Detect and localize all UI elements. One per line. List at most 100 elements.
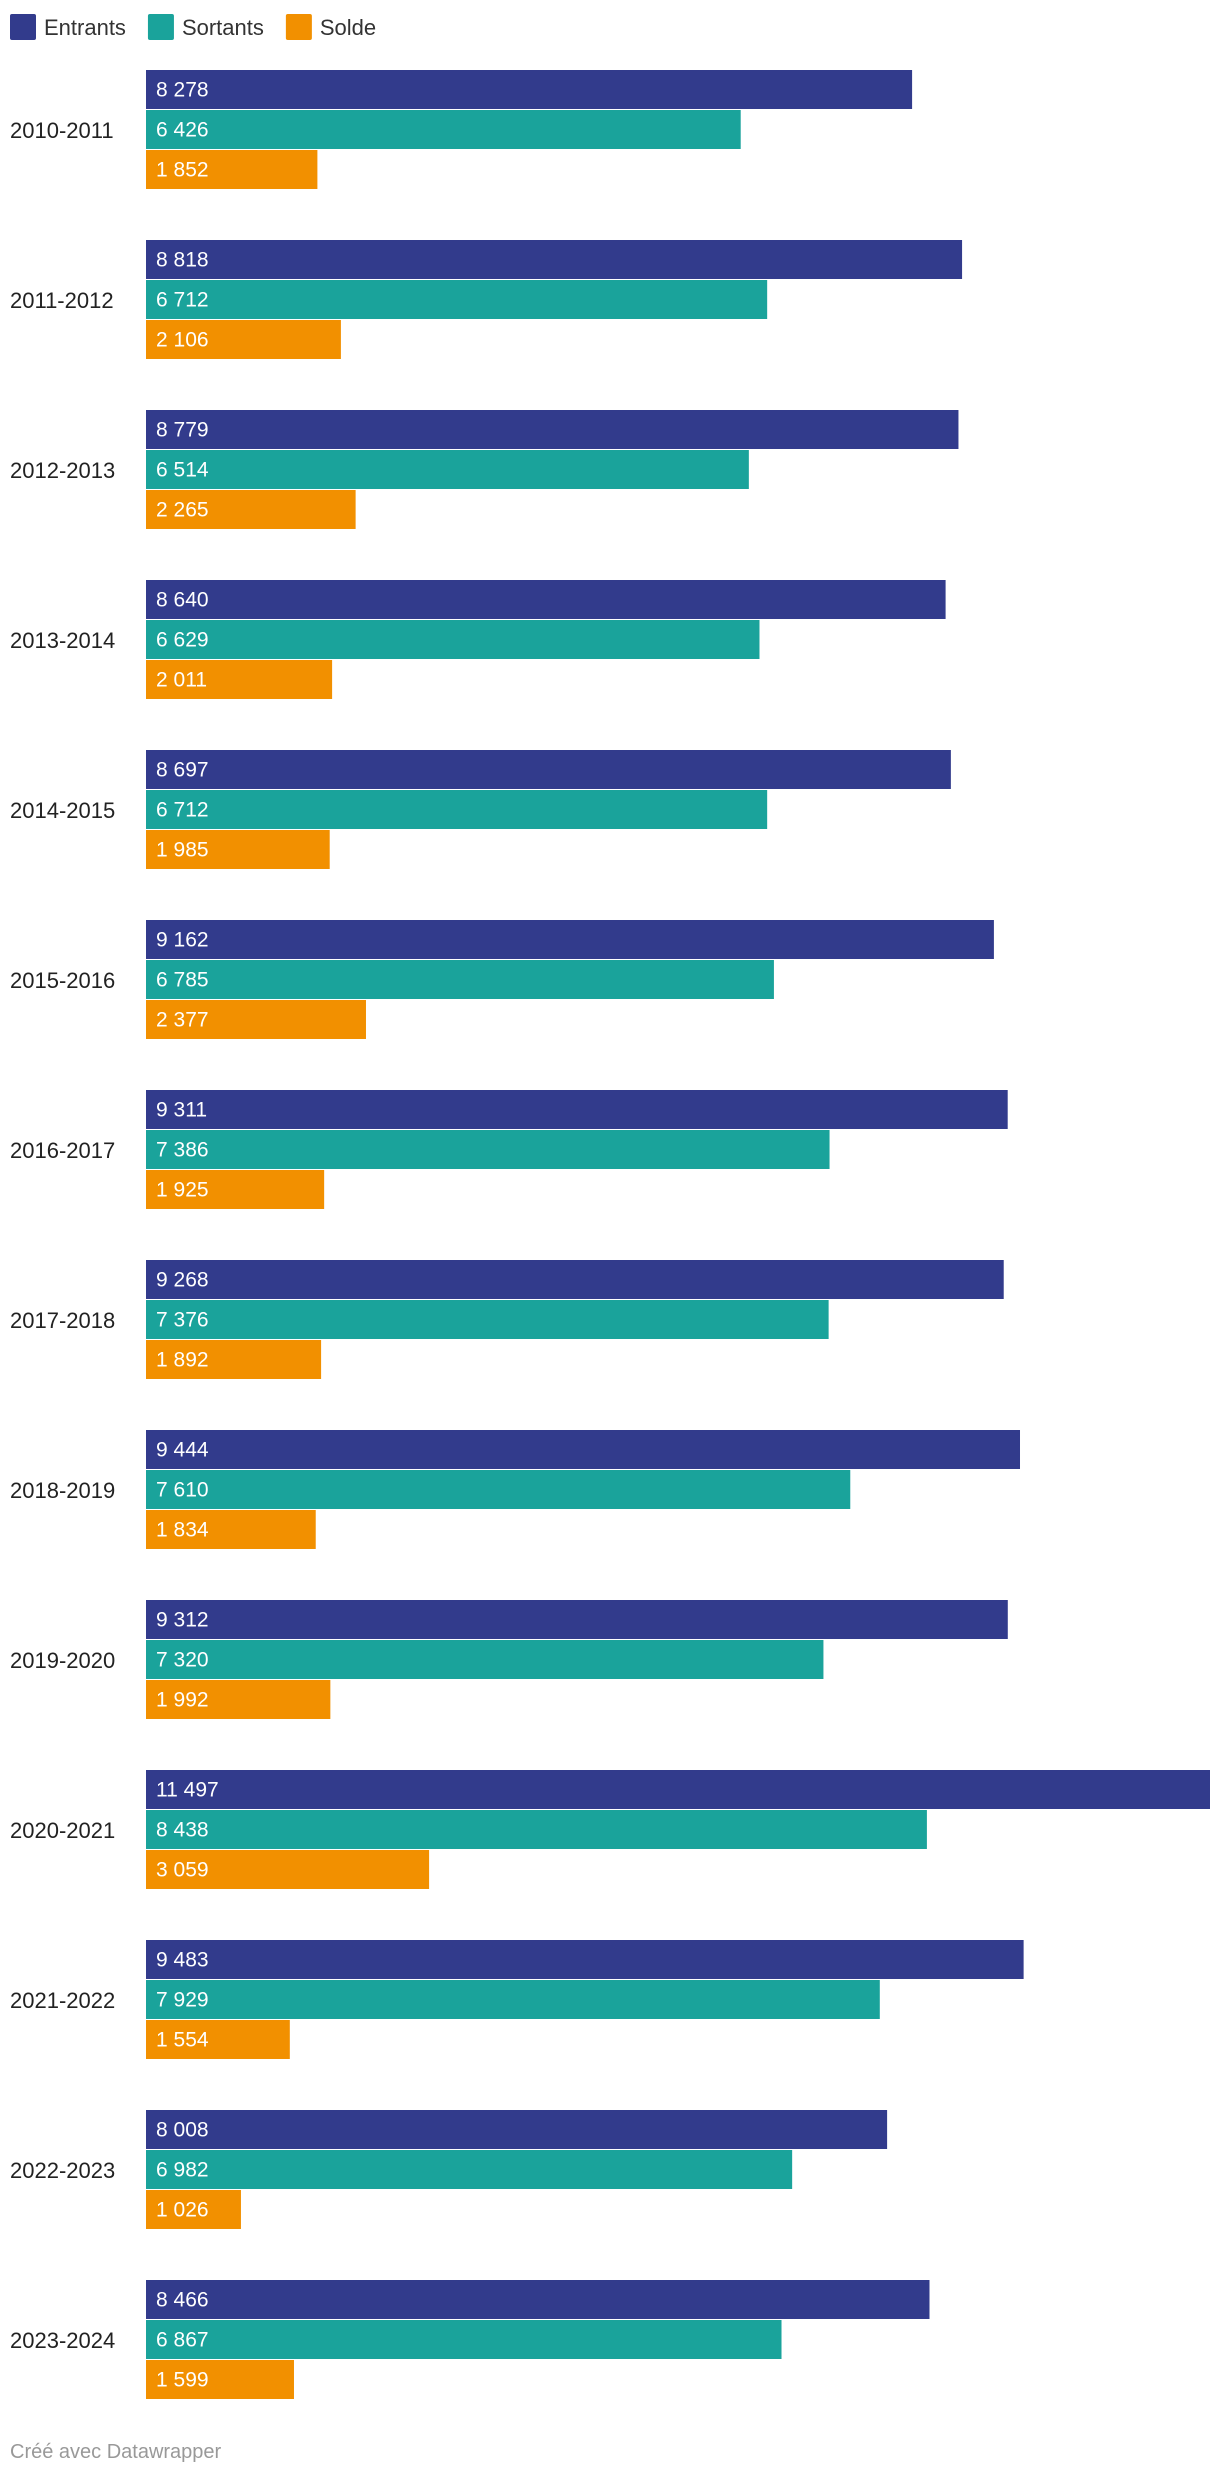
value-label-sortants: 6 629: [156, 629, 209, 652]
bar-sortants: [146, 960, 774, 999]
bar-sortants: [146, 1470, 851, 1509]
bar-entrants: [146, 1940, 1024, 1979]
bar-entrants: [146, 240, 963, 279]
legend-swatch-entrants: [10, 14, 36, 40]
bar-group-2018-2019: 2018-2019 9 444 7 610 1 834: [10, 1430, 1021, 1549]
value-label-solde: 1 834: [156, 1519, 209, 1542]
bar-solde: [146, 1170, 325, 1209]
bar-group-2017-2018: 2017-2018 9 268 7 376 1 892: [10, 1260, 1004, 1379]
value-label-solde: 1 892: [156, 1349, 209, 1372]
value-label-sortants: 8 438: [156, 1819, 209, 1842]
bar-solde: [146, 1000, 366, 1039]
value-label-solde: 2 265: [156, 499, 209, 522]
bar-group-2013-2014: 2013-2014 8 640 6 629 2 011: [10, 580, 946, 699]
bar-sortants: [146, 2150, 793, 2189]
value-label-sortants: 6 514: [156, 459, 209, 482]
value-label-solde: 3 059: [156, 1859, 209, 1882]
bar-entrants: [146, 1430, 1021, 1469]
bar-solde: [146, 1680, 331, 1719]
bar-solde: [146, 490, 356, 529]
category-label: 2023-2024: [10, 2328, 115, 2353]
bar-entrants: [146, 1770, 1210, 1809]
value-label-entrants: 8 697: [156, 759, 209, 782]
value-label-entrants: 9 444: [156, 1439, 209, 1462]
bar-solde: [146, 660, 333, 699]
bar-group-2020-2021: 2020-2021 11 497 8 438 3 059: [10, 1770, 1210, 1889]
value-label-entrants: 8 640: [156, 589, 209, 612]
bar-solde: [146, 1850, 430, 1889]
bar-group-2012-2013: 2012-2013 8 779 6 514 2 265: [10, 410, 959, 529]
bar-group-2010-2011: 2010-2011 8 278 6 426 1 852: [10, 70, 913, 189]
value-label-entrants: 9 162: [156, 929, 209, 952]
bar-sortants: [146, 280, 768, 319]
bar-sortants: [146, 1130, 830, 1169]
bar-entrants: [146, 920, 994, 959]
value-label-entrants: 9 312: [156, 1609, 209, 1632]
value-label-sortants: 6 785: [156, 969, 209, 992]
bar-group-2014-2015: 2014-2015 8 697 6 712 1 985: [10, 750, 951, 869]
bar-solde: [146, 1510, 316, 1549]
value-label-solde: 1 925: [156, 1179, 209, 1202]
credit-text: Créé avec Datawrapper: [10, 2441, 222, 2463]
bar-sortants: [146, 110, 741, 149]
value-label-sortants: 7 929: [156, 1989, 209, 2012]
bar-sortants: [146, 2320, 782, 2359]
value-label-solde: 1 852: [156, 159, 209, 182]
chart-legend: Entrants Sortants Solde: [10, 14, 376, 40]
bar-entrants: [146, 1090, 1008, 1129]
legend-swatch-sortants: [147, 14, 174, 40]
category-label: 2018-2019: [10, 1478, 115, 1503]
bar-entrants: [146, 1260, 1004, 1299]
category-label: 2010-2011: [10, 118, 114, 143]
value-label-sortants: 6 867: [156, 2329, 209, 2352]
value-label-entrants: 9 268: [156, 1269, 209, 1292]
legend-swatch-solde: [285, 14, 312, 40]
value-label-entrants: 8 466: [156, 2289, 209, 2312]
bar-group-2019-2020: 2019-2020 9 312 7 320 1 992: [10, 1600, 1008, 1719]
bar-sortants: [146, 1810, 927, 1849]
value-label-sortants: 7 376: [156, 1309, 209, 1332]
legend-label-entrants: Entrants: [44, 15, 126, 40]
value-label-sortants: 7 320: [156, 1649, 209, 1672]
value-label-entrants: 8 818: [156, 249, 209, 272]
value-label-sortants: 6 712: [156, 799, 209, 822]
legend-label-sortants: Sortants: [182, 15, 264, 40]
category-label: 2015-2016: [10, 968, 115, 993]
bar-entrants: [146, 1600, 1008, 1639]
value-label-sortants: 6 712: [156, 289, 209, 312]
value-label-solde: 1 026: [156, 2199, 209, 2222]
bar-solde: [146, 2190, 241, 2229]
bar-sortants: [146, 620, 760, 659]
category-label: 2022-2023: [10, 2158, 115, 2183]
bar-sortants: [146, 1300, 829, 1339]
value-label-entrants: 11 497: [156, 1779, 219, 1802]
value-label-solde: 1 992: [156, 1689, 209, 1712]
value-label-sortants: 6 426: [156, 119, 209, 142]
bar-solde: [146, 2360, 294, 2399]
bar-solde: [146, 830, 330, 869]
category-label: 2019-2020: [10, 1648, 115, 1673]
bar-sortants: [146, 450, 749, 489]
value-label-solde: 2 011: [156, 669, 207, 692]
category-label: 2013-2014: [10, 628, 115, 653]
category-label: 2020-2021: [10, 1818, 115, 1843]
value-label-sortants: 7 610: [156, 1479, 209, 1502]
bar-solde: [146, 150, 318, 189]
value-label-entrants: 9 483: [156, 1949, 209, 1972]
bar-group-2011-2012: 2011-2012 8 818 6 712 2 106: [10, 240, 963, 359]
category-label: 2011-2012: [10, 288, 114, 313]
value-label-solde: 1 599: [156, 2369, 209, 2392]
bar-entrants: [146, 2110, 888, 2149]
bar-entrants: [146, 750, 951, 789]
bar-groups: 2010-2011 8 278 6 426 1 852 2011-2012 8 818 6 …: [10, 70, 1210, 2399]
bar-solde: [146, 320, 341, 359]
legend-label-solde: Solde: [320, 15, 376, 40]
value-label-entrants: 8 008: [156, 2119, 209, 2142]
bar-group-2023-2024: 2023-2024 8 466 6 867 1 599: [10, 2280, 930, 2399]
bar-entrants: [146, 70, 913, 109]
bar-group-2016-2017: 2016-2017 9 311 7 386 1 925: [10, 1090, 1008, 1209]
category-label: 2014-2015: [10, 798, 115, 823]
bar-sortants: [146, 790, 768, 829]
value-label-sortants: 6 982: [156, 2159, 209, 2182]
